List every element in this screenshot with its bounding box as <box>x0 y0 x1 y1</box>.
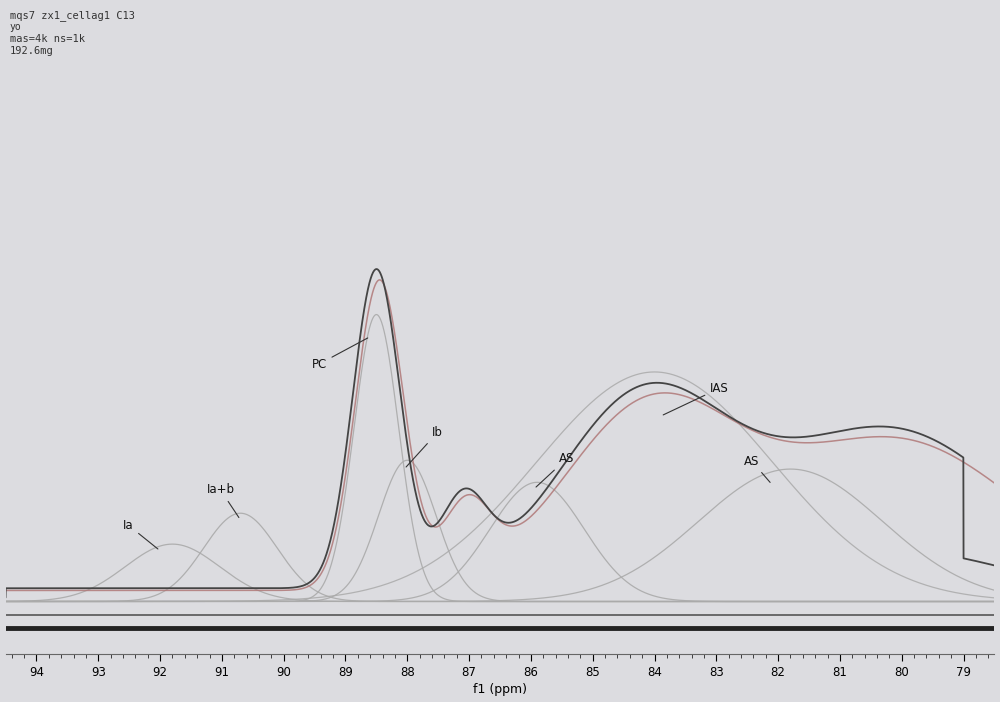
Text: AS: AS <box>744 455 770 482</box>
Text: Ia+b: Ia+b <box>206 484 239 517</box>
X-axis label: f1 (ppm): f1 (ppm) <box>473 684 527 696</box>
Text: Ib: Ib <box>406 426 443 467</box>
Text: yo: yo <box>10 22 22 32</box>
Text: mas=4k ns=1k: mas=4k ns=1k <box>10 34 85 44</box>
Text: Ia: Ia <box>123 519 158 549</box>
Text: mqs7 zx1_cellag1 C13: mqs7 zx1_cellag1 C13 <box>10 11 135 22</box>
Text: 192.6mg: 192.6mg <box>10 46 54 56</box>
Text: PC: PC <box>311 338 368 371</box>
Text: AS: AS <box>536 453 574 487</box>
Text: IAS: IAS <box>663 382 729 415</box>
